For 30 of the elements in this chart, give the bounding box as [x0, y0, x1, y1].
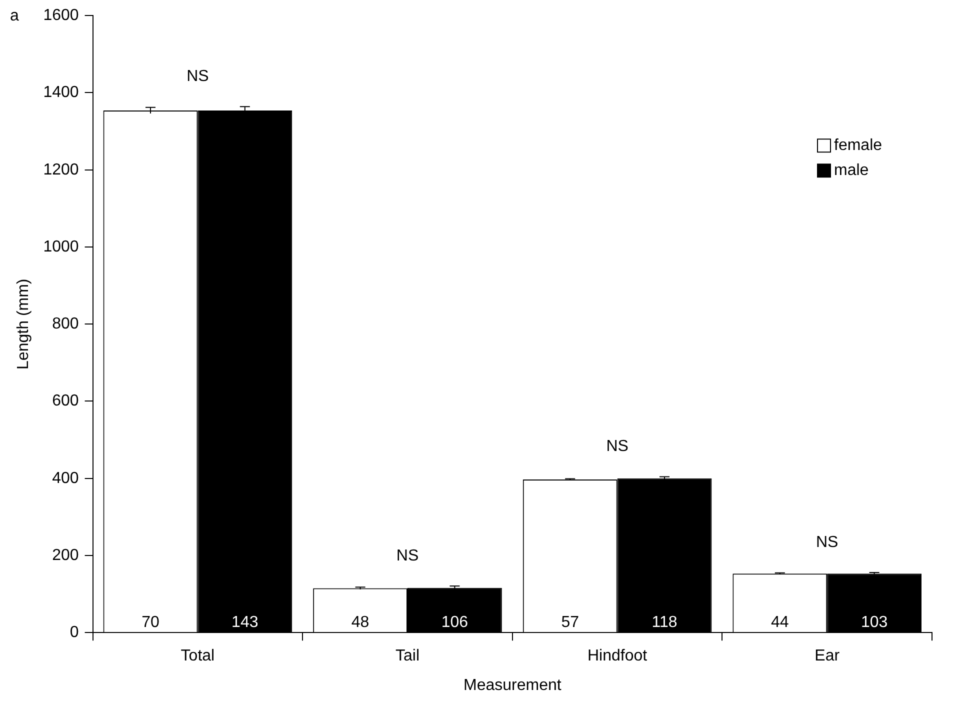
annotation: NS — [396, 547, 419, 564]
legend-label: female — [834, 137, 882, 154]
x-axis-title: Measurement — [463, 676, 562, 694]
annotation: NS — [816, 534, 838, 551]
y-tick-label: 600 — [52, 392, 79, 410]
annotation: 57 — [561, 614, 580, 632]
annotation: 70 — [142, 614, 160, 632]
annotation: 44 — [770, 614, 789, 632]
annotation: 103 — [860, 614, 888, 632]
x-tick-label: Ear — [814, 648, 840, 665]
x-tick-label: Total — [180, 648, 215, 665]
x-tick-label: Tail — [395, 648, 420, 665]
annotation: NS — [606, 438, 628, 456]
y-tick-label: 0 — [70, 624, 79, 642]
y-axis-title: Length (mm) — [15, 278, 32, 370]
text: a — [10, 7, 19, 24]
annotation: 106 — [441, 614, 468, 632]
y-tick-label: 1000 — [43, 238, 79, 256]
legend-label: male — [834, 162, 869, 180]
annotation: NS — [186, 68, 209, 86]
y-tick-label: 1600 — [43, 7, 79, 24]
y-tick-label: 1400 — [43, 84, 79, 102]
y-tick-label: 400 — [52, 470, 79, 487]
annotation: 143 — [232, 614, 258, 632]
x-tick-label: Hindfoot — [588, 648, 648, 665]
y-tick-label: 800 — [52, 316, 79, 333]
annotation: 118 — [652, 614, 678, 632]
y-tick-label: 1200 — [43, 161, 79, 178]
y-tick-label: 200 — [52, 546, 79, 564]
annotation: 48 — [351, 614, 370, 632]
